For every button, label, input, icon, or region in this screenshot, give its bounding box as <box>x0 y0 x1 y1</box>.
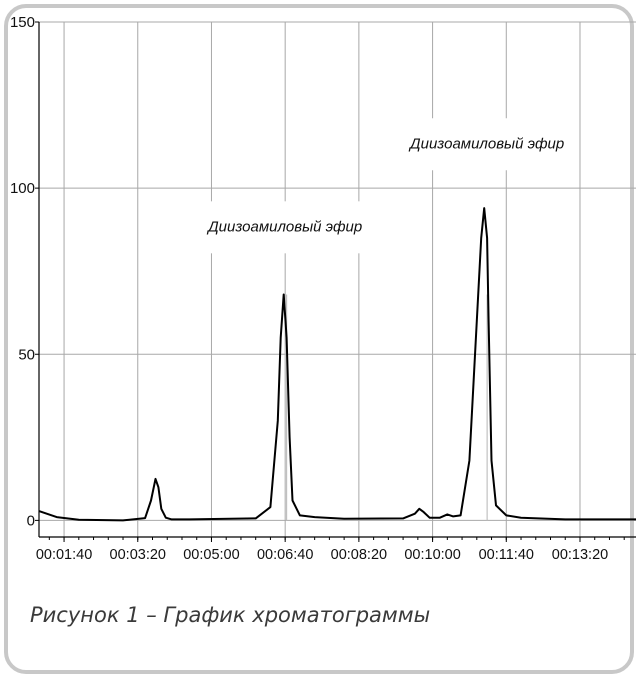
annotation-bg <box>397 118 578 171</box>
figure-caption: Рисунок 1 – График хроматограммы <box>30 603 431 627</box>
peak-markers <box>286 294 488 521</box>
annotations: Диизоамиловый эфир Диизоамиловый эфир <box>195 118 578 254</box>
x-tick-label: 00:03:20 <box>110 547 166 563</box>
y-tick-label: 0 <box>27 512 35 529</box>
x-tick-label: 00:10:00 <box>404 547 460 563</box>
x-tick-label: 00:06:40 <box>257 547 313 563</box>
y-tick-label: 150 <box>10 14 35 31</box>
chromatogram-chart: 0 50 100 150 00:01:40 00:03:20 00:05:00 00:06:… <box>10 14 636 563</box>
grid <box>39 21 636 537</box>
y-tick-label: 50 <box>18 346 35 363</box>
peak-annotation-2: Диизоамиловый эфир <box>408 135 564 152</box>
x-tick-label: 00:05:00 <box>183 547 239 563</box>
y-axis-ticks: 0 50 100 150 <box>10 14 35 529</box>
annotation-bg <box>195 201 376 254</box>
x-tick-label: 00:08:20 <box>331 547 387 563</box>
peak-annotation-1: Диизоамиловый эфир <box>206 218 362 235</box>
x-tick-label: 00:11:40 <box>479 547 534 563</box>
x-tick-label: 00:01:40 <box>36 547 92 563</box>
axes <box>35 21 636 542</box>
series-line-1 <box>38 207 636 522</box>
x-axis-ticks: 00:01:40 00:03:20 00:05:00 00:06:40 00:08:20… <box>36 547 608 563</box>
figure-frame <box>4 4 634 674</box>
x-tick-label: 00:13:20 <box>552 547 608 563</box>
series-group <box>38 207 636 522</box>
y-tick-label: 100 <box>10 180 35 197</box>
